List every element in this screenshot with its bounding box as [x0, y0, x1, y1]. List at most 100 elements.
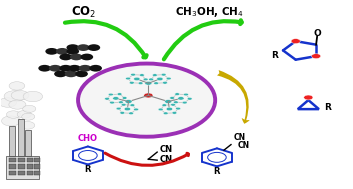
Circle shape	[78, 64, 215, 137]
Circle shape	[68, 65, 81, 72]
Circle shape	[116, 107, 121, 110]
Circle shape	[178, 97, 184, 100]
Circle shape	[117, 93, 122, 95]
Circle shape	[164, 100, 172, 103]
Bar	[27, 171, 34, 175]
Circle shape	[9, 82, 25, 90]
Bar	[34, 171, 41, 175]
Circle shape	[125, 100, 132, 103]
Text: O: O	[313, 29, 321, 38]
Circle shape	[161, 73, 166, 76]
Circle shape	[172, 112, 177, 114]
Text: R: R	[85, 165, 91, 174]
Circle shape	[4, 91, 25, 102]
Text: CH$_3$OH, CH$_4$: CH$_3$OH, CH$_4$	[175, 5, 244, 19]
Circle shape	[108, 93, 113, 96]
Circle shape	[66, 44, 79, 51]
Text: CO$_2$: CO$_2$	[71, 5, 96, 20]
Circle shape	[38, 65, 51, 72]
Circle shape	[126, 77, 131, 80]
Circle shape	[11, 91, 29, 100]
Circle shape	[149, 78, 154, 81]
Circle shape	[49, 65, 61, 72]
Circle shape	[17, 111, 31, 118]
FancyArrowPatch shape	[217, 70, 250, 124]
Circle shape	[170, 97, 175, 99]
Circle shape	[129, 81, 134, 84]
Circle shape	[130, 104, 135, 106]
Circle shape	[56, 48, 68, 55]
Circle shape	[157, 77, 163, 81]
Circle shape	[9, 100, 26, 109]
Bar	[34, 158, 41, 162]
Circle shape	[304, 95, 313, 100]
Circle shape	[122, 97, 127, 99]
Circle shape	[138, 82, 143, 84]
Circle shape	[163, 112, 168, 115]
Circle shape	[154, 82, 158, 84]
Circle shape	[54, 70, 67, 77]
Circle shape	[144, 93, 153, 98]
Circle shape	[70, 54, 83, 60]
Text: CN: CN	[238, 141, 250, 150]
Circle shape	[166, 77, 171, 80]
Circle shape	[176, 107, 181, 110]
Circle shape	[175, 93, 180, 95]
Text: CHO: CHO	[78, 134, 98, 143]
Circle shape	[118, 101, 123, 104]
Circle shape	[23, 91, 43, 102]
Circle shape	[59, 65, 72, 72]
Circle shape	[113, 97, 119, 100]
Text: CN: CN	[160, 145, 173, 154]
Circle shape	[162, 104, 167, 106]
Text: R: R	[271, 51, 279, 60]
Circle shape	[45, 48, 58, 55]
Circle shape	[104, 98, 109, 100]
Circle shape	[110, 101, 115, 104]
Bar	[10, 164, 16, 169]
Circle shape	[121, 103, 126, 106]
Circle shape	[1, 116, 20, 126]
Circle shape	[162, 81, 167, 84]
Circle shape	[22, 113, 35, 120]
Bar	[18, 171, 25, 175]
Text: CN: CN	[234, 133, 246, 142]
Circle shape	[312, 54, 321, 59]
Circle shape	[75, 70, 88, 77]
Circle shape	[77, 44, 90, 51]
Circle shape	[89, 65, 102, 72]
Bar	[18, 119, 24, 156]
Circle shape	[88, 44, 100, 51]
Text: CN: CN	[160, 155, 173, 164]
Text: R: R	[324, 103, 331, 112]
FancyArrowPatch shape	[164, 20, 242, 59]
Circle shape	[152, 74, 157, 76]
Circle shape	[59, 54, 72, 60]
Circle shape	[184, 93, 189, 96]
Circle shape	[134, 108, 139, 111]
Bar	[18, 164, 25, 169]
Circle shape	[80, 54, 93, 60]
Circle shape	[187, 98, 192, 100]
Circle shape	[131, 73, 136, 76]
Circle shape	[170, 103, 175, 106]
Bar	[25, 130, 31, 156]
Bar	[10, 126, 15, 156]
Circle shape	[6, 111, 20, 118]
Circle shape	[158, 108, 163, 111]
Bar	[18, 158, 25, 162]
Circle shape	[139, 74, 144, 76]
Circle shape	[166, 107, 173, 111]
Circle shape	[145, 81, 152, 85]
Text: R: R	[214, 167, 220, 176]
Circle shape	[120, 112, 125, 114]
Bar	[10, 158, 16, 162]
Bar	[34, 164, 41, 169]
Circle shape	[124, 107, 131, 111]
Circle shape	[173, 101, 178, 104]
Circle shape	[291, 39, 300, 44]
FancyArrowPatch shape	[65, 21, 146, 57]
Bar	[27, 158, 34, 162]
Circle shape	[134, 77, 140, 81]
Bar	[27, 164, 34, 169]
